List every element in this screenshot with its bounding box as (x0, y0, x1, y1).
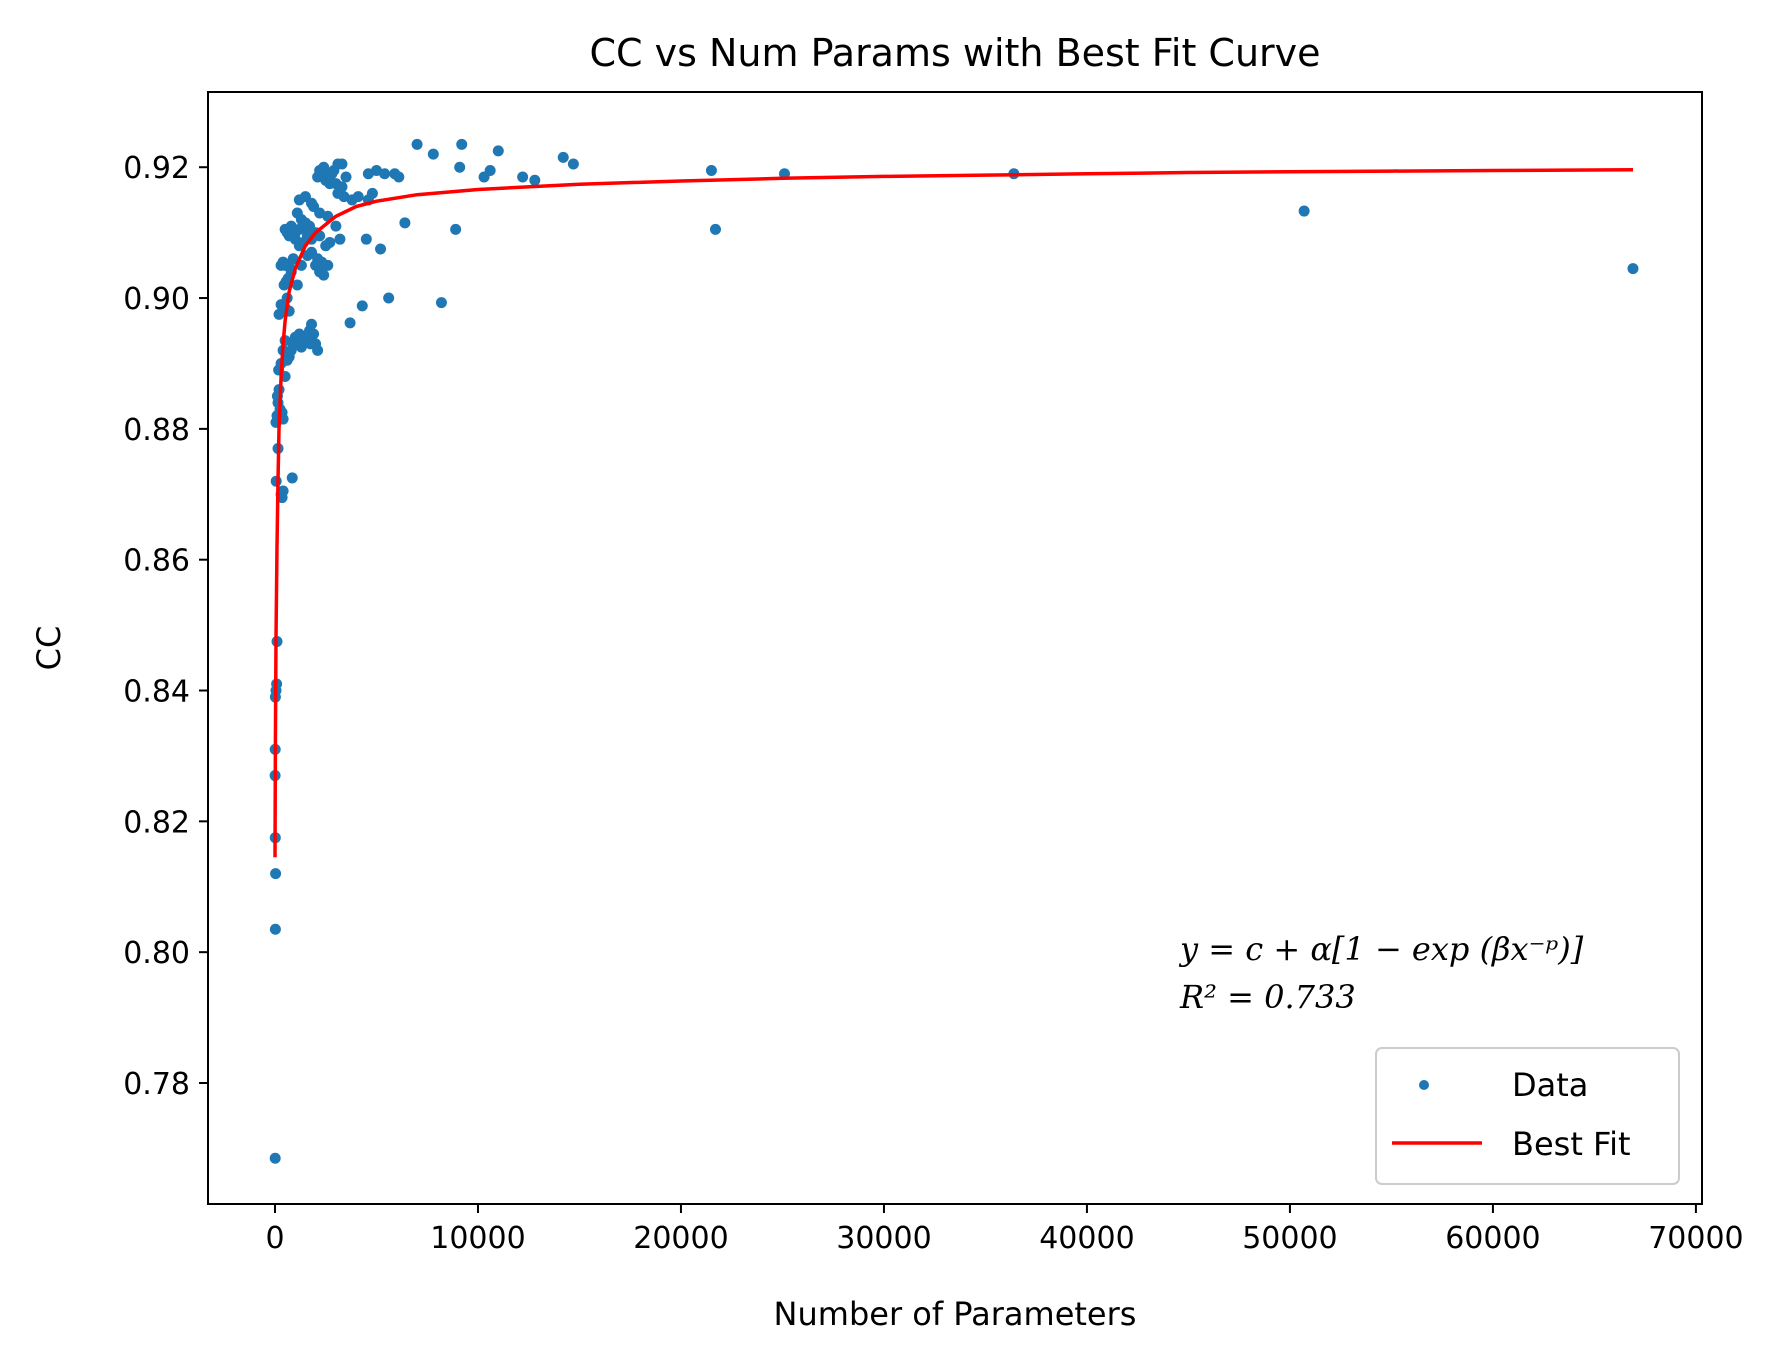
x-tick-label: 40000 (1039, 1221, 1134, 1256)
data-point (340, 171, 352, 183)
legend-box (1375, 1047, 1680, 1185)
data-point (360, 233, 372, 245)
plot-frame (207, 91, 1703, 1205)
data-point (517, 171, 529, 183)
data-point (316, 256, 328, 268)
y-tick-label: 0.88 (123, 413, 190, 448)
legend-data-marker (1419, 1080, 1429, 1090)
data-point (454, 161, 466, 173)
fit-annotation: y = c + α[1 − exp (βx⁻ᵖ)] R² = 0.733 (1178, 930, 1584, 1016)
legend-data-label: Data (1512, 1066, 1588, 1104)
legend: Data Best Fit (1375, 1047, 1680, 1185)
y-tick-label: 0.90 (123, 282, 190, 317)
data-point (312, 344, 324, 356)
chart-title: CC vs Num Params with Best Fit Curve (589, 31, 1320, 75)
x-tick-label: 30000 (836, 1221, 931, 1256)
data-point (306, 197, 318, 209)
x-axis-label: Number of Parameters (774, 1295, 1137, 1333)
x-tick-label: 50000 (1242, 1221, 1337, 1256)
x-tick-label: 60000 (1445, 1221, 1540, 1256)
data-point (336, 158, 348, 170)
x-axis: 0 10000 20000 30000 40000 50000 60000 70000 (265, 1204, 1744, 1256)
data-point (450, 223, 462, 235)
equation-text: y = c + α[1 − exp (βx⁻ᵖ)] (1178, 930, 1584, 968)
data-point (379, 168, 391, 180)
y-tick-label: 0.86 (123, 544, 190, 579)
x-tick-label: 10000 (430, 1221, 525, 1256)
y-tick-label: 0.78 (123, 1067, 190, 1102)
data-point (709, 223, 721, 235)
y-axis: 0.78 0.80 0.82 0.84 0.86 0.88 0.90 0.92 (123, 151, 208, 1102)
data-point (277, 485, 289, 497)
y-tick-label: 0.82 (123, 805, 190, 840)
data-point (286, 472, 298, 484)
data-point (330, 178, 342, 190)
data-point (287, 253, 299, 265)
data-point (567, 158, 579, 170)
data-point (399, 217, 411, 229)
x-tick-label: 70000 (1648, 1221, 1743, 1256)
data-point (393, 171, 405, 183)
x-tick-label: 0 (265, 1221, 284, 1256)
data-point (291, 279, 303, 291)
data-point (303, 220, 315, 232)
data-point (334, 233, 346, 245)
data-point (456, 138, 468, 150)
data-point (492, 145, 504, 157)
data-point (484, 164, 496, 176)
data-point (435, 297, 447, 309)
plot-area (269, 138, 1639, 1164)
data-point (352, 191, 364, 203)
y-tick-label: 0.80 (123, 936, 190, 971)
data-point (269, 923, 281, 935)
data-point (270, 868, 282, 880)
data-point (283, 230, 295, 242)
data-point (330, 220, 342, 232)
data-point (529, 174, 541, 186)
y-tick-label: 0.84 (123, 675, 190, 710)
data-point (305, 338, 317, 350)
data-point (1298, 205, 1310, 217)
data-point (1627, 263, 1639, 275)
data-point (324, 236, 336, 248)
data-point (318, 269, 330, 281)
y-axis-label: CC (30, 626, 68, 671)
data-point (366, 187, 378, 199)
data-point (356, 300, 368, 312)
data-point (375, 243, 387, 255)
data-point (427, 148, 439, 160)
data-point (326, 168, 338, 180)
data-point (411, 138, 423, 150)
x-tick-label: 20000 (633, 1221, 728, 1256)
data-point (306, 318, 318, 330)
data-point (557, 151, 569, 163)
best-fit-line (273, 168, 1634, 858)
legend-fit-label: Best Fit (1512, 1125, 1631, 1163)
data-point (383, 292, 395, 304)
r-squared-text: R² = 0.733 (1179, 978, 1356, 1016)
y-tick-label: 0.92 (123, 151, 190, 186)
data-point (705, 164, 717, 176)
data-point (269, 1152, 281, 1164)
data-point (344, 317, 356, 329)
